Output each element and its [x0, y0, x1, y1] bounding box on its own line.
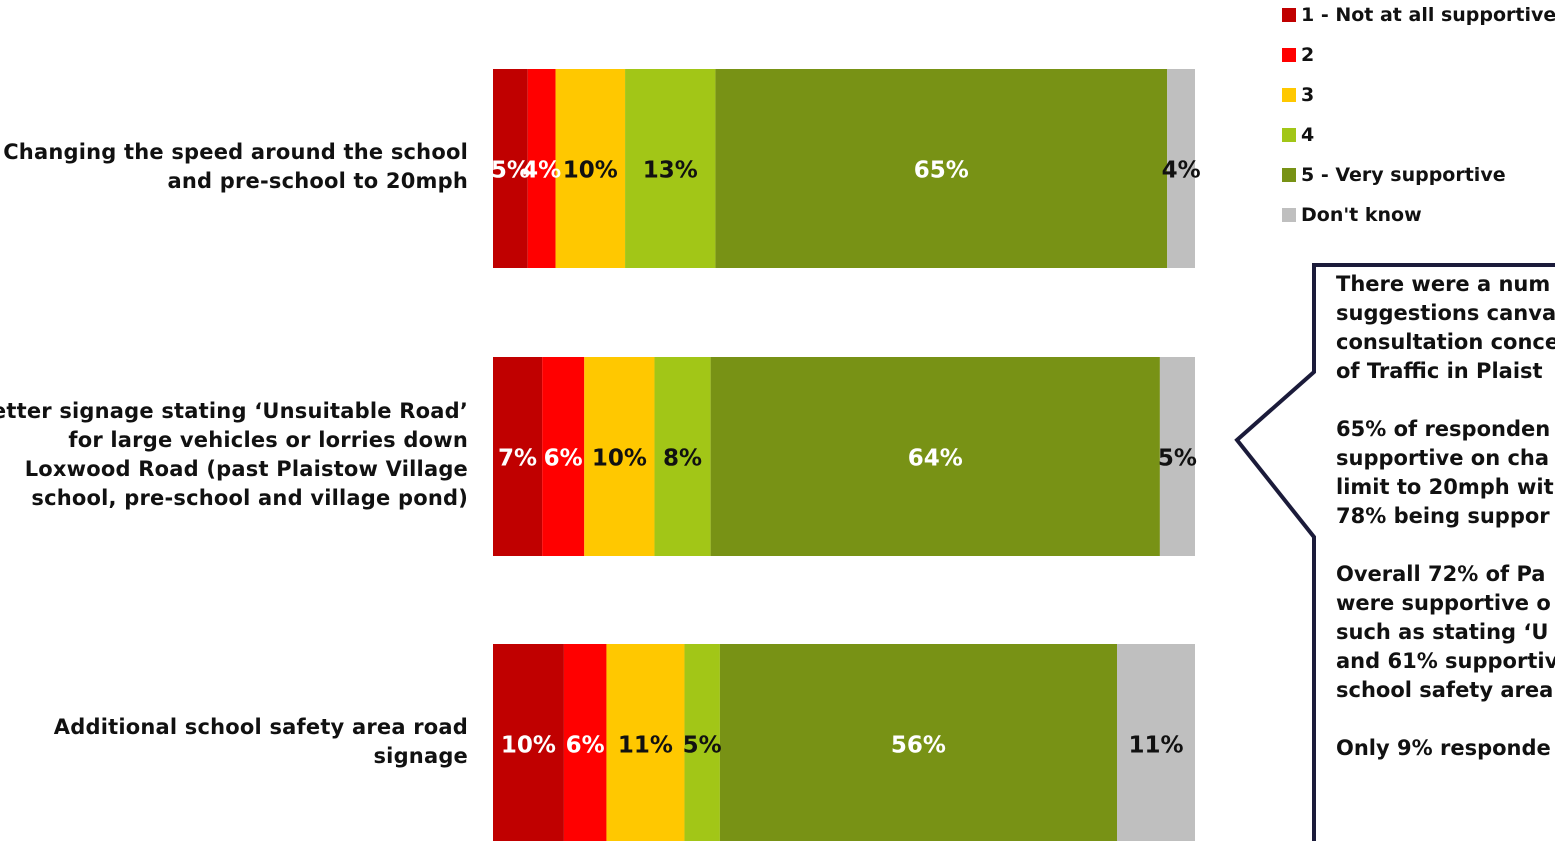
bar-segment: [654, 357, 711, 556]
bar-segment: [625, 69, 716, 268]
data-label: 13%: [643, 158, 698, 184]
bar-segment: [606, 644, 685, 841]
bar-segment: [563, 644, 607, 841]
callout-line: suggestions canva: [1336, 301, 1555, 325]
legend-swatch: [1282, 128, 1296, 142]
legend-item: 1 - Not at all supportive: [1282, 4, 1555, 28]
bar-segment: [710, 357, 1160, 556]
data-label: 65%: [914, 158, 969, 184]
bar-segment: [493, 644, 564, 841]
category-label: Changing the speed around the school and …: [0, 138, 468, 196]
data-label: 64%: [908, 446, 963, 472]
legend-item: 4: [1282, 124, 1314, 148]
data-label: 5%: [1158, 446, 1197, 472]
callout-line: such as stating ‘U: [1336, 620, 1549, 644]
callout-line: supportive on cha: [1336, 446, 1550, 470]
category-label-line: school, pre-school and village pond): [31, 485, 468, 510]
category-label-line: Additional school safety area road: [53, 714, 468, 739]
callout-line: and 61% supportiv: [1336, 649, 1555, 673]
bar-segment: [584, 357, 655, 556]
callout-line: Only 9% responde: [1336, 736, 1551, 760]
callout-paragraph: Overall 72% of Pa were supportive o such a…: [1336, 560, 1555, 705]
data-label: 4%: [1162, 158, 1201, 184]
legend-label: 1 - Not at all supportive: [1301, 4, 1555, 26]
callout-line: Overall 72% of Pa: [1336, 562, 1546, 586]
callout-paragraph: There were a num suggestions canva consult…: [1336, 270, 1555, 386]
callout-line: of Traffic in Plaist: [1336, 359, 1543, 383]
callout-bubble: [1234, 263, 1555, 841]
data-label: 8%: [663, 446, 702, 472]
category-label-line: Loxwood Road (past Plaistow Village: [24, 456, 468, 481]
callout-text: There were a num suggestions canva consult…: [1336, 270, 1555, 792]
data-label: 56%: [891, 733, 946, 759]
category-label-line: Changing the speed around the school: [3, 139, 468, 164]
legend-swatch: [1282, 48, 1296, 62]
category-label-line: and pre-school to 20mph: [167, 168, 468, 193]
legend-item: Don't know: [1282, 204, 1422, 228]
callout-line: school safety area: [1336, 678, 1554, 702]
callout-line: consultation conce: [1336, 330, 1555, 354]
category-label: Better signage stating ‘Unsuitable Road’…: [0, 397, 468, 513]
data-label: 10%: [501, 733, 556, 759]
data-label: 7%: [498, 446, 537, 472]
data-label: 6%: [544, 446, 583, 472]
bar-segment: [1159, 357, 1195, 556]
data-label: 5%: [491, 158, 530, 184]
callout-line: limit to 20mph wit: [1336, 475, 1554, 499]
callout-line: 65% of responden: [1336, 417, 1551, 441]
legend-label: Don't know: [1301, 204, 1422, 226]
data-label: 4%: [522, 158, 561, 184]
bar-segment: [1117, 644, 1195, 841]
data-label: 6%: [566, 733, 605, 759]
callout-line: 78% being suppor: [1336, 504, 1550, 528]
bar-segment: [555, 69, 626, 268]
bar-segment: [493, 357, 543, 556]
bar-segment: [719, 644, 1117, 841]
legend-item: 2: [1282, 44, 1314, 68]
callout-line: There were a num: [1336, 272, 1551, 296]
legend-label: 5 - Very supportive: [1301, 164, 1506, 186]
callout-paragraph: Only 9% responde: [1336, 734, 1555, 763]
legend-swatch: [1282, 8, 1296, 22]
category-label: Additional school safety area road signag…: [0, 713, 468, 771]
callout-line: were supportive o: [1336, 591, 1551, 615]
bar-segment: [1167, 69, 1195, 268]
legend-swatch: [1282, 88, 1296, 102]
legend-label: 4: [1301, 124, 1315, 146]
category-label-line: signage: [373, 743, 468, 768]
bar-segment: [527, 69, 556, 268]
data-label: 11%: [618, 733, 673, 759]
bar-segment: [542, 357, 585, 556]
data-label: 11%: [1128, 733, 1183, 759]
data-label: 5%: [683, 733, 722, 759]
legend-swatch: [1282, 168, 1296, 182]
legend-label: 3: [1301, 84, 1315, 106]
bar-segment: [493, 69, 528, 268]
bar-segment: [715, 69, 1168, 268]
bar-segment: [684, 644, 720, 841]
legend-item: 3: [1282, 84, 1314, 108]
data-label: 10%: [563, 158, 618, 184]
category-label-line: for large vehicles or lorries down: [68, 427, 468, 452]
data-label: 10%: [592, 446, 647, 472]
callout-paragraph: 65% of responden supportive on cha limit t…: [1336, 415, 1555, 531]
legend-label: 2: [1301, 44, 1315, 66]
legend-swatch: [1282, 208, 1296, 222]
category-label-line: Better signage stating ‘Unsuitable Road’: [0, 398, 468, 423]
legend-item: 5 - Very supportive: [1282, 164, 1506, 188]
